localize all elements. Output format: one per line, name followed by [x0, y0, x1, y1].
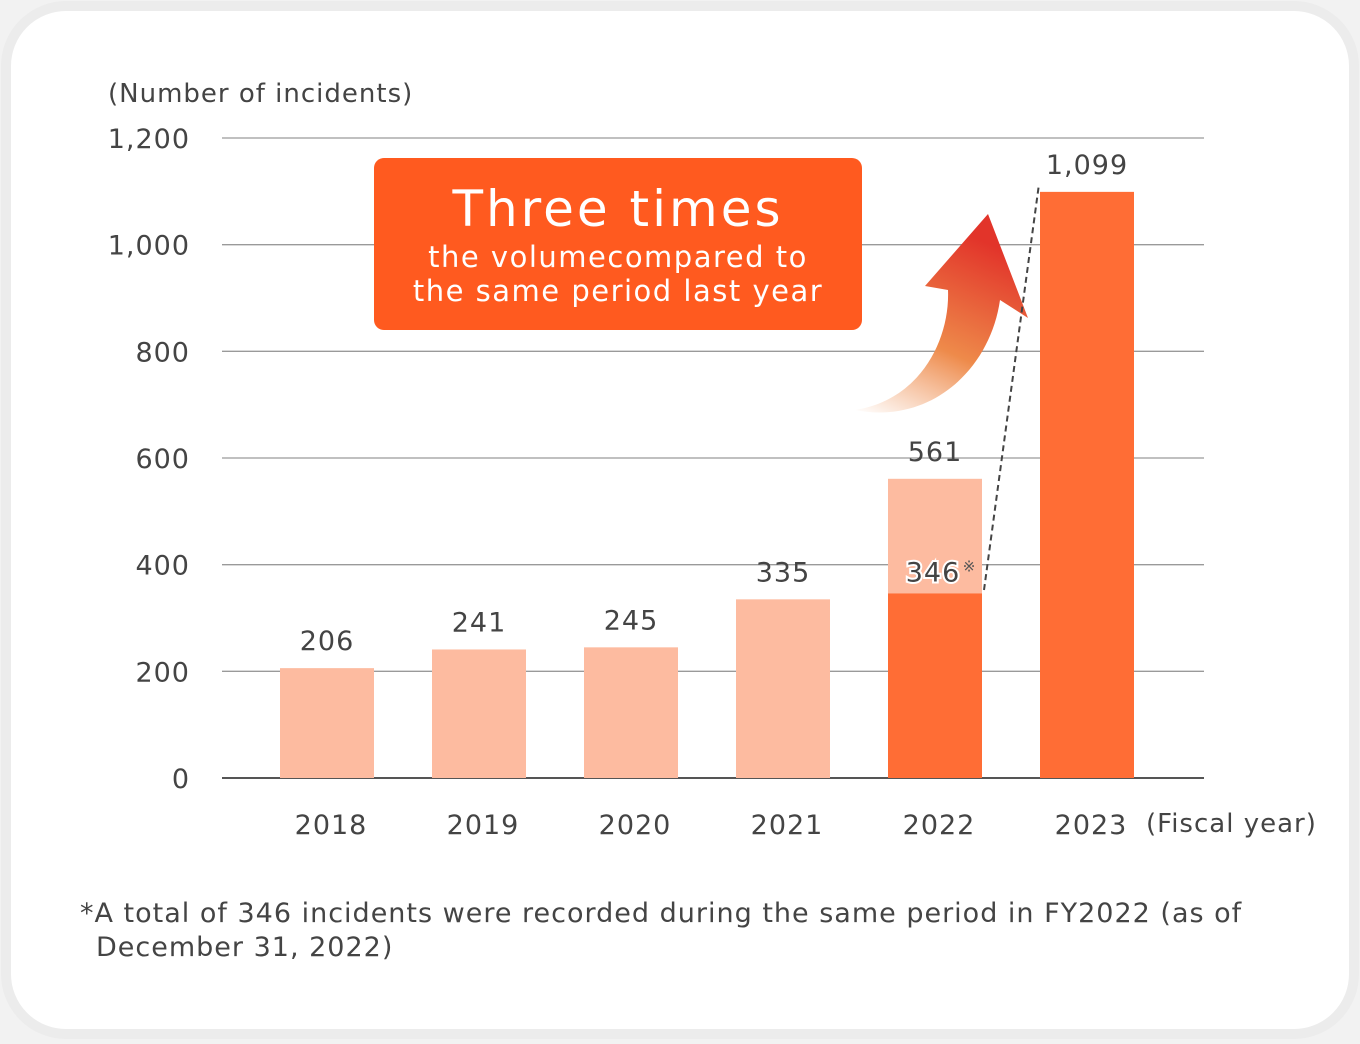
bar-2023 [1040, 191, 1134, 778]
y-tick-label: 0 [172, 764, 190, 795]
y-tick-label: 1,200 [108, 124, 190, 155]
value-label-2023: 1,099 [1046, 150, 1128, 181]
y-tick-label: 600 [135, 444, 190, 475]
callout-title: Three times [451, 180, 783, 238]
value-label-2021: 335 [756, 557, 811, 588]
callout-line-1: the volumecompared to [428, 240, 808, 274]
bar-2020 [584, 647, 678, 778]
y-tick-label: 200 [135, 657, 190, 688]
x-tick-label: 2018 [295, 810, 368, 841]
same-period-mark: ※ [963, 557, 976, 575]
x-tick-label: 2023 [1055, 810, 1128, 841]
callout-box: Three times the volumecompared to the sa… [374, 158, 862, 330]
value-label-2018: 206 [300, 626, 355, 657]
growth-arrow-icon [855, 214, 1028, 413]
value-label-2022: 561 [908, 437, 963, 468]
x-tick-label: 2019 [447, 810, 520, 841]
same-period-label: 346 [906, 557, 961, 588]
y-axis-label: (Number of incidents) [108, 79, 413, 109]
comparison-dashed-line [983, 183, 1040, 591]
y-tick-label: 1,000 [108, 231, 190, 262]
bar-2019 [432, 649, 526, 778]
bar-2021 [736, 599, 830, 778]
x-tick-label: 2020 [599, 810, 672, 841]
y-tick-label: 400 [135, 551, 190, 582]
callout-line-2: the same period last year [413, 274, 823, 308]
bar-2018 [280, 668, 374, 778]
x-tick-label: 2021 [751, 810, 824, 841]
x-tick-label: 2022 [903, 810, 976, 841]
value-label-2020: 245 [604, 605, 659, 636]
value-label-2019: 241 [452, 607, 507, 638]
y-tick-label: 800 [135, 337, 190, 368]
bar-2022-same-period [888, 593, 982, 778]
footnote-line-1: *A total of 346 incidents were recorded … [80, 898, 1243, 929]
footnote-line-2: December 31, 2022) [96, 932, 393, 963]
x-axis-label: (Fiscal year) [1146, 809, 1317, 839]
